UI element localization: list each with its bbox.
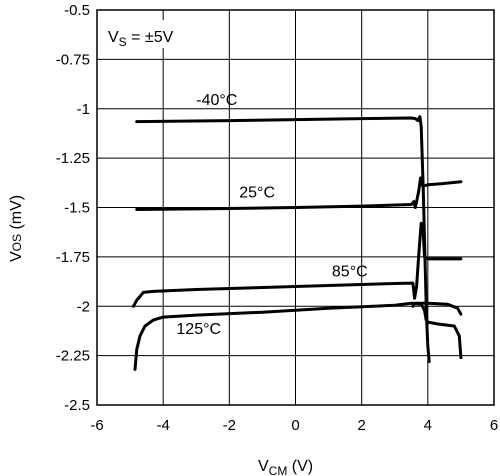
y-axis-label-rest: (mV) bbox=[8, 195, 25, 234]
y-tick-label: -2.25 bbox=[56, 348, 90, 365]
y-tick-label: -1.25 bbox=[56, 150, 90, 167]
condition-label-rest: = ±5V bbox=[127, 29, 174, 46]
series-label-0: -40°C bbox=[196, 92, 237, 109]
condition-label: VS = ±5V bbox=[108, 29, 174, 49]
x-tick-label: 6 bbox=[490, 417, 498, 434]
y-tick-label: -1 bbox=[77, 101, 90, 118]
series-label-1: 25°C bbox=[239, 185, 275, 202]
x-tick-label: 0 bbox=[291, 417, 299, 434]
series-label-2: 85°C bbox=[332, 264, 368, 281]
series-label-3: 125°C bbox=[176, 321, 221, 338]
y-tick-label: -0.5 bbox=[64, 2, 90, 19]
y-tick-label: -0.75 bbox=[56, 51, 90, 68]
x-axis-label: VCM (V) bbox=[258, 458, 313, 476]
x-tick-label: -4 bbox=[156, 417, 169, 434]
tick-labels: -0.5 -0.75 -1 -1.25 -1.5 -1.75 -2 -2.25 -2.5-6 -4… bbox=[56, 2, 498, 434]
y-axis-label-main: V bbox=[8, 251, 25, 262]
condition-label-sub: S bbox=[119, 35, 127, 49]
series-line-1 bbox=[135, 176, 463, 211]
series-line-2 bbox=[131, 221, 463, 308]
y-axis-label: VOS (mV) bbox=[8, 195, 25, 262]
series-curves bbox=[131, 115, 463, 371]
x-tick-label: 4 bbox=[424, 417, 432, 434]
y-tick-label: -1.5 bbox=[64, 200, 90, 217]
x-axis-label-rest: (V) bbox=[287, 458, 313, 475]
y-tick-label: -2.5 bbox=[64, 397, 90, 414]
series-labels: -40°C 25°C 85°C 125°C bbox=[176, 92, 367, 338]
x-tick-label: -2 bbox=[223, 417, 236, 434]
y-axis-label-sub: OS bbox=[10, 234, 24, 251]
y-tick-label: -1.75 bbox=[56, 249, 90, 266]
x-tick-label: -6 bbox=[90, 417, 103, 434]
plot-frame bbox=[96, 9, 495, 406]
series-line-3 bbox=[133, 301, 463, 371]
x-axis-label-sub: CM bbox=[269, 464, 288, 476]
condition-label-box bbox=[104, 20, 204, 48]
series-line-0 bbox=[135, 115, 431, 363]
series-line-4 bbox=[411, 301, 463, 316]
x-tick-label: 2 bbox=[357, 417, 365, 434]
x-axis-label-main: V bbox=[258, 458, 269, 475]
condition-label-main: V bbox=[108, 29, 119, 46]
y-tick-label: -2 bbox=[77, 298, 90, 315]
